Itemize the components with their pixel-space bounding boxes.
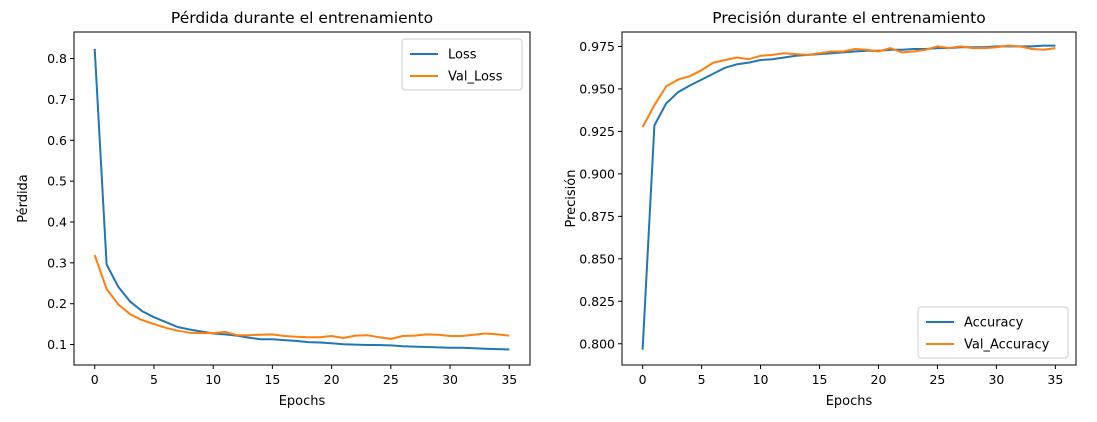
x-tick-label: 25 (383, 372, 399, 387)
y-tick-label: 0.5 (47, 174, 67, 189)
legend: Loss Val_Loss (401, 38, 523, 91)
series-line-accuracy (641, 44, 1056, 350)
x-tick-label: 10 (205, 372, 221, 387)
x-tick-label: 0 (639, 372, 647, 387)
chart-2: Precisión durante el entrenamiento 0 5 10 15… (564, 9, 1077, 409)
y-axis-label: Precisión (564, 169, 579, 227)
legend-label: Accuracy (964, 316, 1024, 331)
chart-title: Pérdida durante el entrenamiento (171, 9, 433, 27)
y-tick-label: 0.6 (47, 133, 67, 148)
legend: Accuracy Val_Accuracy (917, 306, 1069, 359)
y-tick-label: 0.825 (579, 294, 615, 309)
y-tick-label: 0.950 (579, 81, 615, 96)
y-tick-label: 0.1 (47, 337, 67, 352)
y-axis-label: Pérdida (16, 174, 31, 223)
y-tick-label: 0.7 (47, 92, 67, 107)
legend-label: Loss (448, 48, 477, 63)
x-tick-label: 15 (812, 372, 828, 387)
plot-frame (621, 31, 1077, 366)
chart-1: Pérdida durante el entrenamiento 0 5 10 15 20… (16, 9, 531, 409)
x-tick-label: 25 (929, 372, 945, 387)
x-tick-label: 15 (264, 372, 280, 387)
legend-box (401, 38, 523, 91)
plot-frame (73, 31, 531, 366)
y-tick-label: 0.925 (579, 124, 615, 139)
x-tick-label: 30 (988, 372, 1004, 387)
legend-box (917, 306, 1069, 359)
chart-title: Precisión durante el entrenamiento (712, 9, 985, 27)
series-line-val-accuracy (641, 44, 1056, 128)
y-tick-label: 0.975 (579, 39, 615, 54)
y-tick-label: 0.900 (579, 166, 615, 181)
x-tick-label: 35 (1047, 372, 1063, 387)
y-tick-label: 0.850 (579, 251, 615, 266)
x-tick-label: 20 (871, 372, 887, 387)
x-tick-label: 10 (753, 372, 769, 387)
x-tick-label: 20 (324, 372, 340, 387)
y-tick-label: 0.4 (47, 214, 67, 229)
x-tick-label: 30 (442, 372, 458, 387)
x-axis-label: Epochs (279, 394, 326, 409)
x-axis-label: Epochs (826, 394, 873, 409)
legend-label: Val_Accuracy (964, 338, 1050, 353)
y-tick-label: 0.800 (579, 336, 615, 351)
x-tick-label: 5 (150, 372, 158, 387)
series-line-val-loss (93, 254, 510, 340)
legend-label: Val_Loss (448, 70, 503, 85)
y-tick-label: 0.2 (47, 296, 67, 311)
y-tick-label: 0.875 (579, 209, 615, 224)
y-tick-label: 0.8 (47, 51, 67, 66)
series-line-loss (93, 48, 510, 351)
x-tick-label: 35 (501, 372, 517, 387)
x-tick-label: 5 (698, 372, 706, 387)
x-tick-label: 0 (91, 372, 99, 387)
y-tick-label: 0.3 (47, 255, 67, 270)
